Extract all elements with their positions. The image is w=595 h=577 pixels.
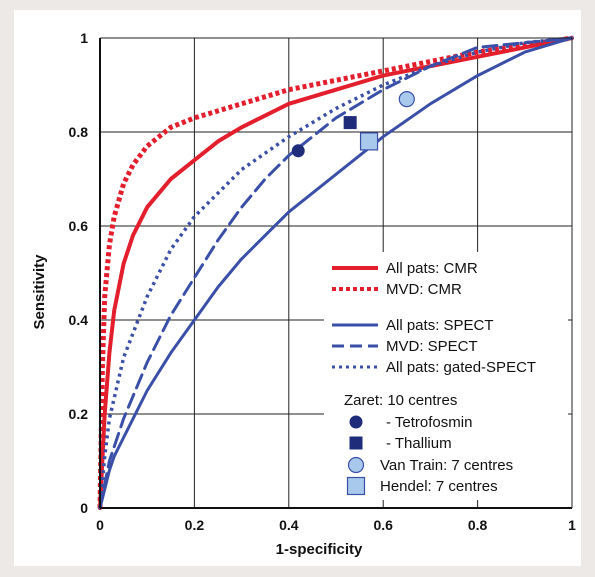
legend-label-0: All pats: CMR (386, 260, 478, 277)
series-line-2 (98, 36, 574, 510)
x-tick-label: 0.6 (373, 517, 393, 533)
tick-labels: 0 0.2 0.4 0.6 0.8 1 0 0.2 0.4 0.6 0.8 1 (69, 30, 577, 533)
series-line-4 (98, 36, 573, 509)
legend-label-4: All pats: gated-SPECT (386, 359, 536, 376)
legend-point-label-0: - Tetrofosmin (386, 414, 472, 431)
x-tick-label: 0.4 (279, 517, 299, 533)
y-tick-label: 0.8 (69, 124, 89, 140)
data-point-0 (291, 144, 305, 158)
series-line-0 (98, 36, 574, 510)
y-tick-label: 0.6 (69, 218, 89, 234)
roc-chart: 0 0.2 0.4 0.6 0.8 1 0 0.2 0.4 0.6 0.8 1 1-specifici… (31, 30, 577, 558)
legend-marker-3 (346, 476, 366, 496)
legend-marker-1 (349, 436, 363, 450)
series-layer (97, 35, 574, 510)
legend-marker-2 (347, 456, 365, 474)
legend-point-label-1: - Thallium (386, 435, 452, 452)
legend-point-label-2: Van Train: 7 centres (380, 457, 513, 474)
x-tick-label: 1 (568, 517, 576, 533)
chart-panel: 0 0.2 0.4 0.6 0.8 1 0 0.2 0.4 0.6 0.8 1 1-specifici… (14, 10, 581, 566)
legend-background (324, 252, 568, 500)
legend-marker-0 (349, 415, 363, 429)
series-line-1 (97, 35, 573, 509)
x-axis-title: 1-specificity (276, 541, 363, 558)
legend: All pats: CMR MVD: CMR All pats: SPECT MVD:… (324, 252, 568, 500)
legend-label-3: MVD: SPECT (386, 338, 478, 355)
x-tick-label: 0 (96, 517, 104, 533)
points-layer (291, 90, 415, 158)
x-tick-label: 0.8 (468, 517, 488, 533)
legend-label-1: MVD: CMR (386, 281, 462, 298)
data-point-1 (343, 116, 357, 130)
legend-label-2: All pats: SPECT (386, 317, 494, 334)
data-point-3 (359, 132, 379, 151)
data-point-2 (398, 90, 415, 108)
x-tick-label: 0.2 (185, 517, 205, 533)
legend-point-label-3: Hendel: 7 centres (380, 478, 498, 495)
y-tick-label: 0.4 (69, 312, 89, 328)
legend-group-title: Zaret: 10 centres (344, 392, 457, 409)
y-tick-label: 0.2 (69, 406, 89, 422)
y-tick-label: 0 (80, 500, 88, 516)
axes (99, 37, 573, 509)
y-axis-title: Sensitivity (31, 254, 48, 330)
y-tick-label: 1 (80, 30, 88, 46)
